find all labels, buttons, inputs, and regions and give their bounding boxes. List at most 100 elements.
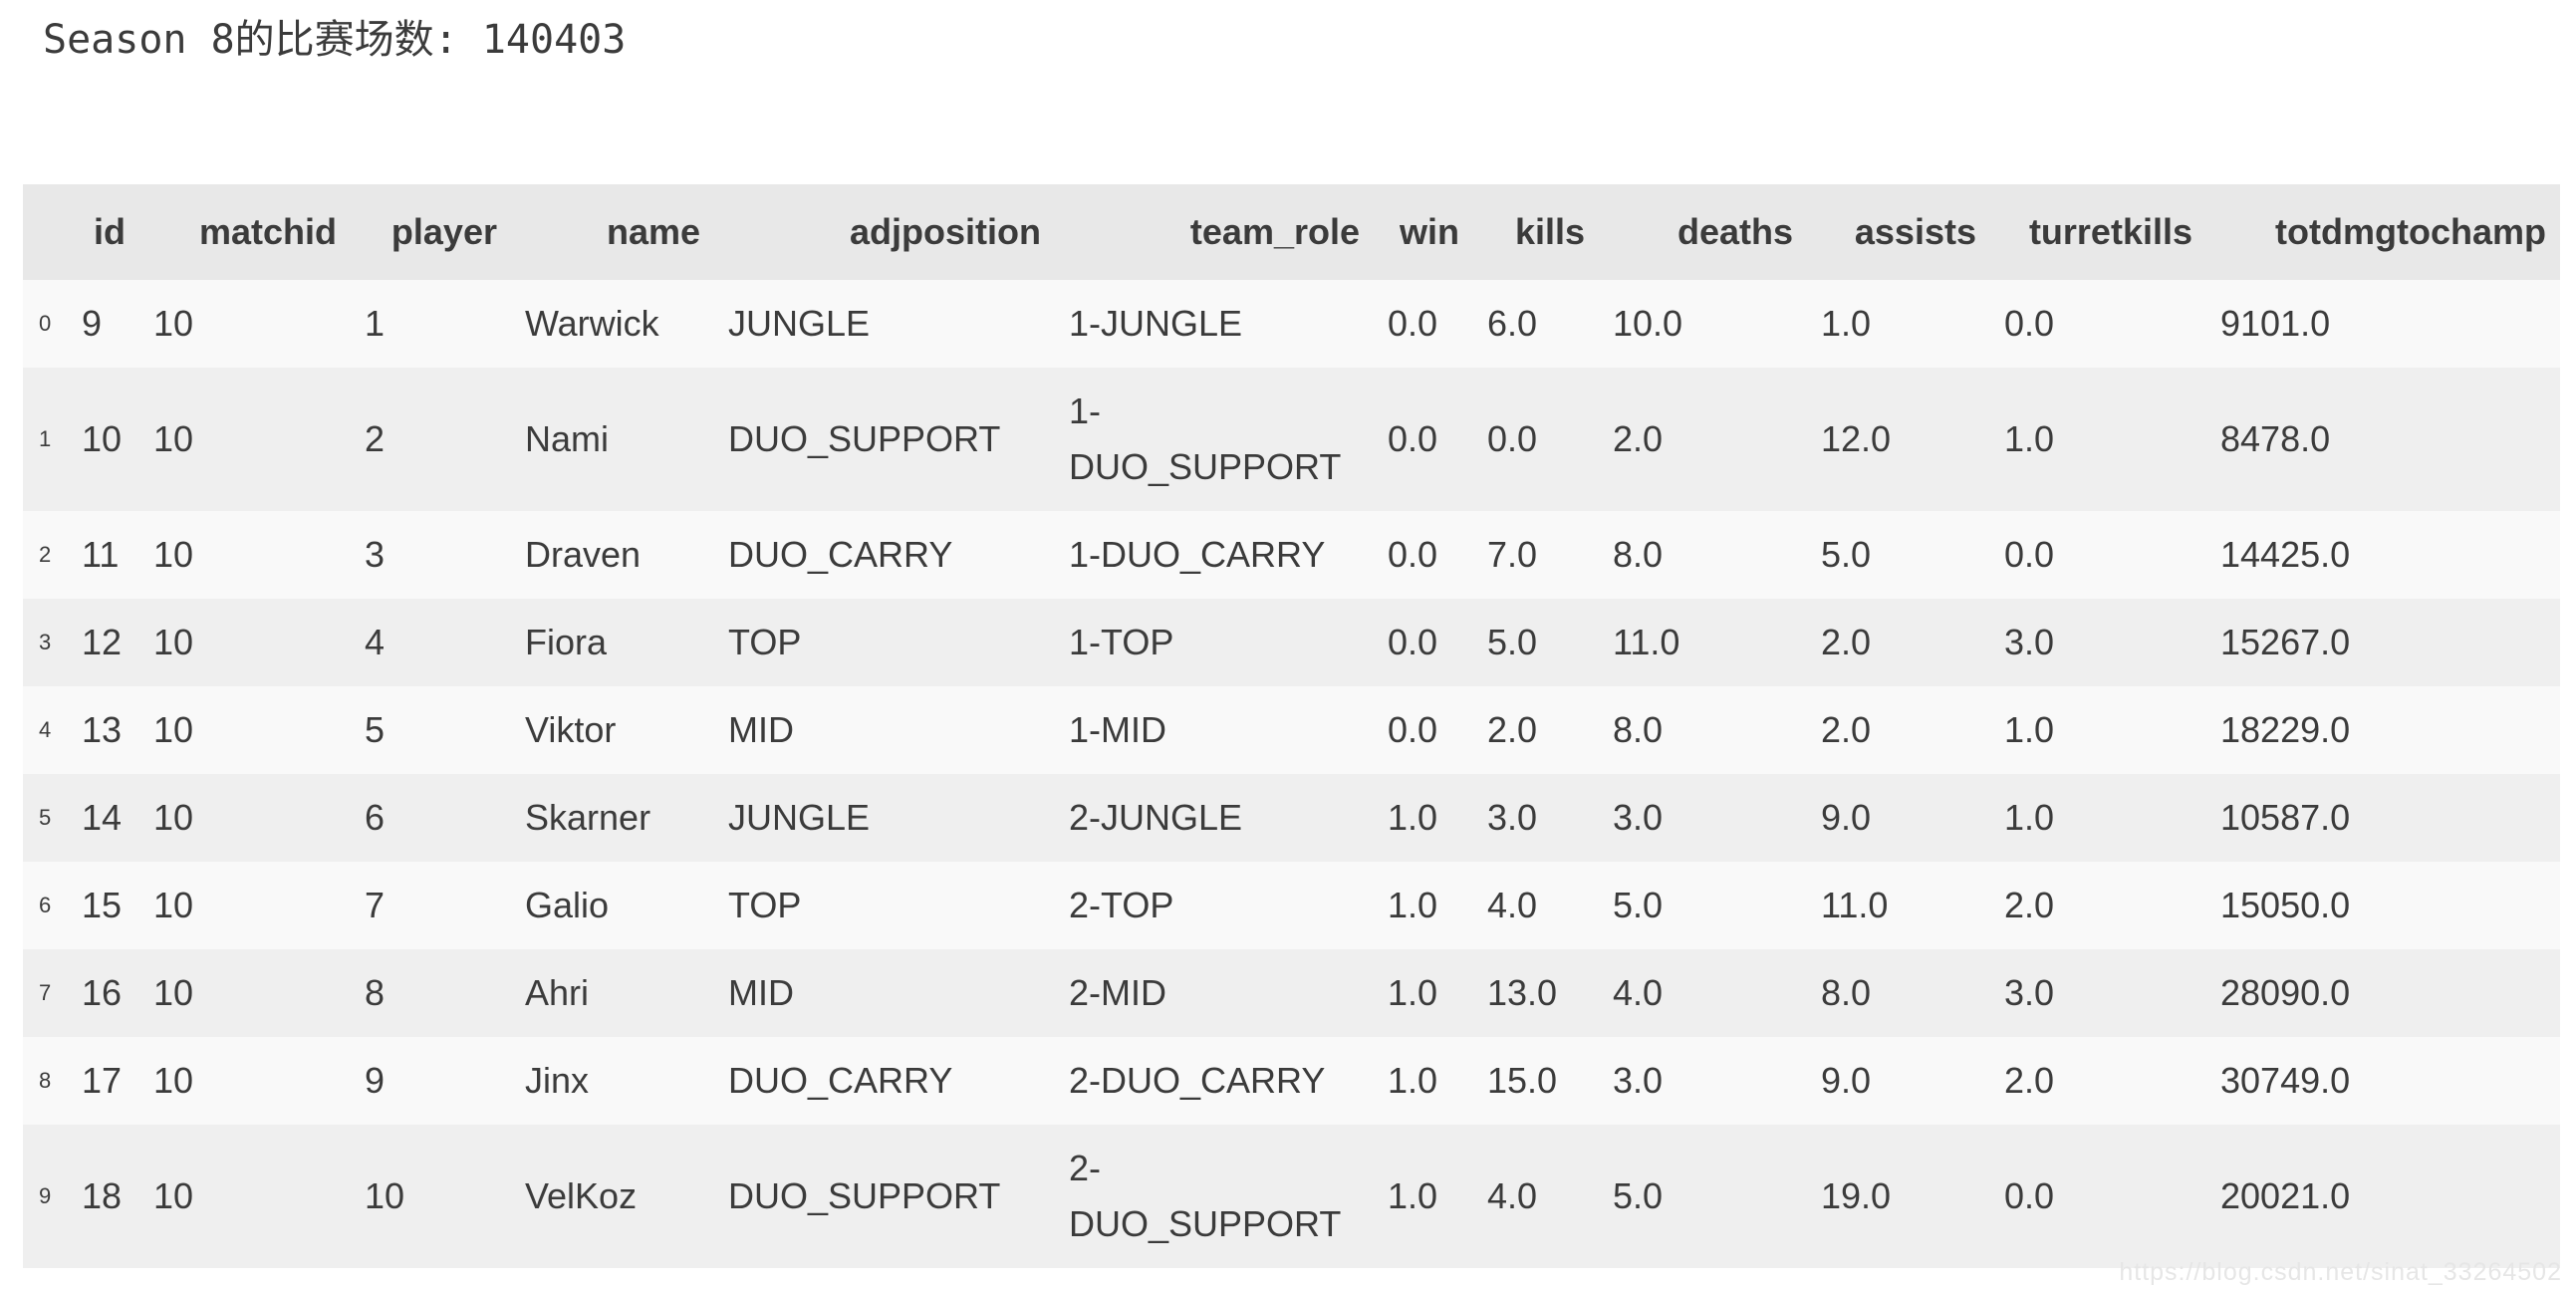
cell-win: 1.0: [1388, 797, 1438, 838]
column-header-turretkills: turretkills: [1990, 184, 2206, 280]
cell-adjposition: DUO_CARRY: [728, 1060, 953, 1101]
cell-id: 15: [82, 885, 123, 925]
cell-win: 0.0: [1388, 418, 1438, 459]
cell-id: 10: [82, 418, 123, 459]
cell-totdmgtochamp: 14425.0: [2220, 534, 2351, 575]
row-index: 7: [39, 980, 52, 1005]
cell-deaths: 8.0: [1613, 709, 1664, 750]
table-header: id matchid player name adjposition team_role w…: [23, 184, 2560, 280]
cell-kills: 2.0: [1487, 709, 1538, 750]
table-row: 8 17 10 9 Jinx DUO_CARRY 2-DUO_CARRY 1.0 15.0 3.0…: [23, 1037, 2560, 1125]
dataframe-table: id matchid player name adjposition team_role w…: [23, 184, 2560, 1268]
row-index: 5: [39, 805, 52, 830]
cell-player: 7: [365, 885, 386, 925]
cell-win: 1.0: [1388, 1060, 1438, 1101]
cell-adjposition: DUO_SUPPORT: [728, 1175, 1001, 1216]
cell-name: VelKoz: [525, 1175, 638, 1216]
cell-matchid: 10: [153, 709, 194, 750]
row-index: 4: [39, 717, 52, 742]
cell-adjposition: TOP: [728, 885, 802, 925]
cell-win: 1.0: [1388, 1175, 1438, 1216]
cell-totdmgtochamp: 9101.0: [2220, 303, 2331, 344]
cell-name: Warwick: [525, 303, 659, 344]
row-index: 1: [39, 426, 52, 451]
cell-adjposition: MID: [728, 709, 794, 750]
cell-assists: 5.0: [1821, 534, 1872, 575]
cell-team_role: 2-MID: [1069, 972, 1166, 1013]
cell-totdmgtochamp: 30749.0: [2220, 1060, 2351, 1101]
cell-matchid: 10: [153, 622, 194, 662]
cell-id: 16: [82, 972, 123, 1013]
cell-totdmgtochamp: 10587.0: [2220, 797, 2351, 838]
cell-team_role: 2-DUO_SUPPORT: [1069, 1148, 1342, 1244]
header-row: id matchid player name adjposition team_role w…: [23, 184, 2560, 280]
table-row: 6 15 10 7 Galio TOP 2-TOP 1.0 4.0 5.0 11.0 2.0 15050…: [23, 862, 2560, 949]
cell-win: 0.0: [1388, 709, 1438, 750]
cell-turretkills: 0.0: [2004, 1175, 2055, 1216]
cell-kills: 0.0: [1487, 418, 1538, 459]
cell-win: 0.0: [1388, 622, 1438, 662]
cell-player: 9: [365, 1060, 386, 1101]
cell-kills: 5.0: [1487, 622, 1538, 662]
cell-deaths: 11.0: [1613, 622, 1680, 662]
column-header-name: name: [511, 184, 714, 280]
cell-assists: 19.0: [1821, 1175, 1892, 1216]
column-header-matchid: matchid: [139, 184, 351, 280]
cell-name: Ahri: [525, 972, 590, 1013]
cell-adjposition: DUO_SUPPORT: [728, 418, 1001, 459]
cell-deaths: 3.0: [1613, 1060, 1664, 1101]
cell-kills: 4.0: [1487, 1175, 1538, 1216]
cell-id: 13: [82, 709, 123, 750]
cell-assists: 2.0: [1821, 622, 1872, 662]
cell-turretkills: 0.0: [2004, 534, 2055, 575]
cell-turretkills: 0.0: [2004, 303, 2055, 344]
cell-deaths: 10.0: [1613, 303, 1683, 344]
cell-matchid: 10: [153, 972, 194, 1013]
cell-id: 18: [82, 1175, 123, 1216]
cell-assists: 9.0: [1821, 1060, 1872, 1101]
cell-player: 6: [365, 797, 386, 838]
cell-kills: 3.0: [1487, 797, 1538, 838]
row-index: 3: [39, 630, 52, 654]
cell-kills: 7.0: [1487, 534, 1538, 575]
cell-win: 1.0: [1388, 972, 1438, 1013]
cell-id: 12: [82, 622, 123, 662]
cell-turretkills: 2.0: [2004, 1060, 2055, 1101]
table-row: 1 10 10 2 Nami DUO_SUPPORT 1-DUO_SUPPORT 0.0 0.0…: [23, 368, 2560, 511]
cell-kills: 6.0: [1487, 303, 1538, 344]
cell-deaths: 8.0: [1613, 534, 1664, 575]
cell-name: Nami: [525, 418, 610, 459]
cell-turretkills: 1.0: [2004, 797, 2055, 838]
row-index: 9: [39, 1183, 52, 1208]
cell-team_role: 2-TOP: [1069, 885, 1174, 925]
cell-deaths: 5.0: [1613, 885, 1664, 925]
cell-turretkills: 3.0: [2004, 972, 2055, 1013]
column-header-totdmgtochamp: totdmgtochamp: [2206, 184, 2560, 280]
cell-matchid: 10: [153, 534, 194, 575]
cell-id: 9: [82, 303, 103, 344]
cell-turretkills: 1.0: [2004, 709, 2055, 750]
row-index: 6: [39, 893, 52, 917]
cell-matchid: 10: [153, 797, 194, 838]
cell-player: 10: [365, 1175, 405, 1216]
column-header-player: player: [351, 184, 511, 280]
table-row: 7 16 10 8 Ahri MID 2-MID 1.0 13.0 4.0 8.0 3.0 28090.…: [23, 949, 2560, 1037]
cell-adjposition: JUNGLE: [728, 303, 871, 344]
cell-assists: 2.0: [1821, 709, 1872, 750]
cell-deaths: 5.0: [1613, 1175, 1664, 1216]
cell-adjposition: DUO_CARRY: [728, 534, 953, 575]
cell-turretkills: 3.0: [2004, 622, 2055, 662]
table-row: 5 14 10 6 Skarner JUNGLE 2-JUNGLE 1.0 3.0 3.0 9.0 1…: [23, 774, 2560, 862]
cell-team_role: 1-MID: [1069, 709, 1166, 750]
column-header-assists: assists: [1807, 184, 1990, 280]
cell-turretkills: 1.0: [2004, 418, 2055, 459]
cell-totdmgtochamp: 15267.0: [2220, 622, 2351, 662]
cell-totdmgtochamp: 18229.0: [2220, 709, 2351, 750]
cell-id: 14: [82, 797, 123, 838]
cell-team_role: 2-JUNGLE: [1069, 797, 1243, 838]
cell-assists: 12.0: [1821, 418, 1892, 459]
column-header-kills: kills: [1473, 184, 1599, 280]
cell-win: 0.0: [1388, 303, 1438, 344]
cell-matchid: 10: [153, 418, 194, 459]
